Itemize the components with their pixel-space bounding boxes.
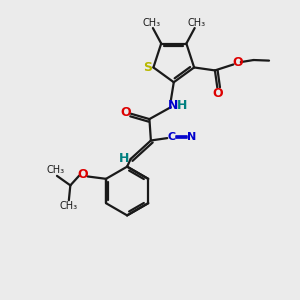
- Text: CH₃: CH₃: [46, 165, 64, 175]
- Text: CH₃: CH₃: [187, 18, 205, 28]
- Text: N: N: [168, 99, 178, 112]
- Text: CH₃: CH₃: [60, 201, 78, 211]
- Text: S: S: [144, 61, 153, 74]
- Text: O: O: [232, 56, 243, 69]
- Text: O: O: [120, 106, 131, 119]
- Text: O: O: [212, 86, 223, 100]
- Text: O: O: [77, 169, 88, 182]
- Text: CH₃: CH₃: [142, 18, 160, 28]
- Text: C: C: [168, 132, 176, 142]
- Text: N: N: [187, 132, 196, 142]
- Text: H: H: [119, 152, 129, 165]
- Text: H: H: [177, 99, 187, 112]
